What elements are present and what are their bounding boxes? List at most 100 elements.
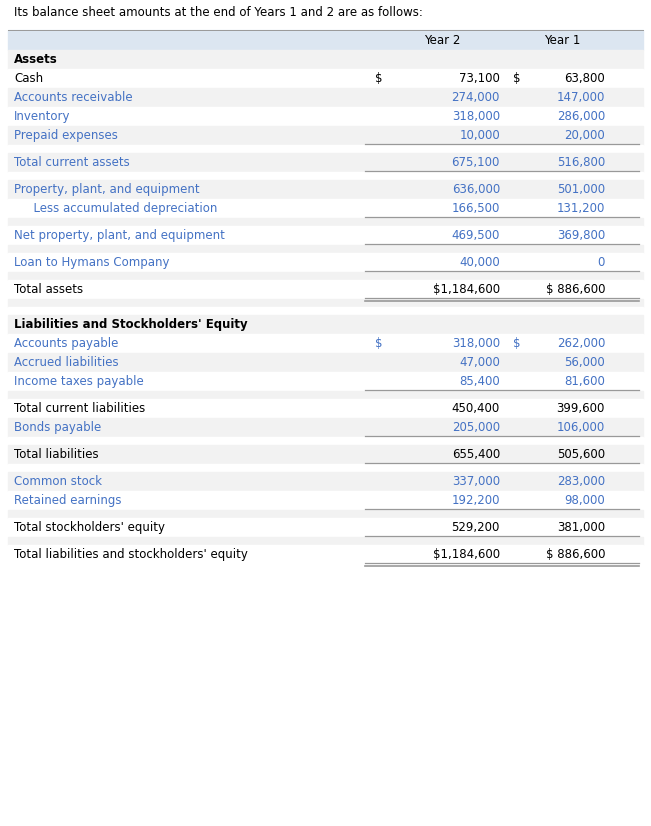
Text: 47,000: 47,000: [459, 356, 500, 369]
Text: 283,000: 283,000: [557, 475, 605, 488]
Text: 529,200: 529,200: [452, 521, 500, 534]
Text: Year 1: Year 1: [544, 34, 581, 46]
Bar: [8, 172, 643, 180]
Bar: [8, 153, 643, 172]
Text: Inventory: Inventory: [14, 110, 70, 123]
Text: 63,800: 63,800: [564, 72, 605, 85]
Text: Less accumulated depreciation: Less accumulated depreciation: [26, 202, 217, 215]
Text: $: $: [513, 72, 521, 85]
Text: 131,200: 131,200: [557, 202, 605, 215]
Text: Total stockholders' equity: Total stockholders' equity: [14, 521, 165, 534]
Text: 337,000: 337,000: [452, 475, 500, 488]
Bar: [8, 30, 643, 50]
Text: 10,000: 10,000: [459, 129, 500, 142]
Bar: [8, 445, 643, 464]
Text: 399,600: 399,600: [557, 402, 605, 415]
Bar: [8, 245, 643, 253]
Bar: [8, 472, 643, 491]
Text: 675,100: 675,100: [452, 156, 500, 169]
Bar: [8, 126, 643, 145]
Text: Accrued liabilities: Accrued liabilities: [14, 356, 118, 369]
Bar: [8, 226, 643, 245]
Bar: [8, 510, 643, 518]
Bar: [8, 518, 643, 537]
Text: Common stock: Common stock: [14, 475, 102, 488]
Text: 274,000: 274,000: [452, 91, 500, 104]
Text: 381,000: 381,000: [557, 521, 605, 534]
Text: Total liabilities and stockholders' equity: Total liabilities and stockholders' equi…: [14, 548, 248, 561]
Text: 106,000: 106,000: [557, 421, 605, 434]
Text: Total current liabilities: Total current liabilities: [14, 402, 145, 415]
Bar: [8, 418, 643, 437]
Text: 192,200: 192,200: [452, 494, 500, 507]
Bar: [8, 315, 643, 334]
Bar: [8, 50, 643, 69]
Text: Loan to Hymans Company: Loan to Hymans Company: [14, 256, 169, 269]
Text: 450,400: 450,400: [452, 402, 500, 415]
Text: $1,184,600: $1,184,600: [433, 548, 500, 561]
Text: 166,500: 166,500: [452, 202, 500, 215]
Bar: [8, 253, 643, 272]
Text: 20,000: 20,000: [564, 129, 605, 142]
Text: Total current assets: Total current assets: [14, 156, 130, 169]
Bar: [8, 399, 643, 418]
Text: 81,600: 81,600: [564, 375, 605, 388]
Text: Total liabilities: Total liabilities: [14, 448, 98, 461]
Text: 369,800: 369,800: [557, 229, 605, 242]
Text: Cash: Cash: [14, 72, 43, 85]
Text: $ 886,600: $ 886,600: [546, 283, 605, 296]
Text: 40,000: 40,000: [459, 256, 500, 269]
Bar: [8, 199, 643, 218]
Text: $1,184,600: $1,184,600: [433, 283, 500, 296]
Bar: [8, 491, 643, 510]
Text: 85,400: 85,400: [459, 375, 500, 388]
Bar: [8, 218, 643, 226]
Text: 516,800: 516,800: [557, 156, 605, 169]
Bar: [8, 353, 643, 372]
Bar: [8, 545, 643, 564]
Text: 318,000: 318,000: [452, 110, 500, 123]
Text: 655,400: 655,400: [452, 448, 500, 461]
Text: $: $: [375, 337, 383, 350]
Text: Prepaid expenses: Prepaid expenses: [14, 129, 118, 142]
Bar: [8, 307, 643, 315]
Text: 98,000: 98,000: [564, 494, 605, 507]
Text: Assets: Assets: [14, 53, 58, 66]
Bar: [8, 272, 643, 280]
Text: $ 886,600: $ 886,600: [546, 548, 605, 561]
Text: 469,500: 469,500: [452, 229, 500, 242]
Text: 205,000: 205,000: [452, 421, 500, 434]
Bar: [8, 437, 643, 445]
Text: Total assets: Total assets: [14, 283, 83, 296]
Text: 56,000: 56,000: [564, 356, 605, 369]
Bar: [8, 107, 643, 126]
Bar: [8, 391, 643, 399]
Bar: [8, 145, 643, 153]
Text: Year 2: Year 2: [424, 34, 461, 46]
Text: Income taxes payable: Income taxes payable: [14, 375, 144, 388]
Bar: [8, 280, 643, 299]
Text: 0: 0: [598, 256, 605, 269]
Bar: [8, 69, 643, 88]
Text: 505,600: 505,600: [557, 448, 605, 461]
Bar: [8, 537, 643, 545]
Bar: [8, 299, 643, 307]
Bar: [8, 372, 643, 391]
Text: Accounts payable: Accounts payable: [14, 337, 118, 350]
Text: Property, plant, and equipment: Property, plant, and equipment: [14, 183, 200, 196]
Bar: [8, 88, 643, 107]
Text: Liabilities and Stockholders' Equity: Liabilities and Stockholders' Equity: [14, 318, 247, 331]
Text: $: $: [375, 72, 383, 85]
Text: 73,100: 73,100: [459, 72, 500, 85]
Text: 636,000: 636,000: [452, 183, 500, 196]
Bar: [8, 464, 643, 472]
Bar: [8, 180, 643, 199]
Text: Its balance sheet amounts at the end of Years 1 and 2 are as follows:: Its balance sheet amounts at the end of …: [14, 6, 423, 19]
Text: Retained earnings: Retained earnings: [14, 494, 122, 507]
Text: Bonds payable: Bonds payable: [14, 421, 102, 434]
Text: Accounts receivable: Accounts receivable: [14, 91, 133, 104]
Text: 262,000: 262,000: [557, 337, 605, 350]
Text: 501,000: 501,000: [557, 183, 605, 196]
Text: $: $: [513, 337, 521, 350]
Bar: [8, 334, 643, 353]
